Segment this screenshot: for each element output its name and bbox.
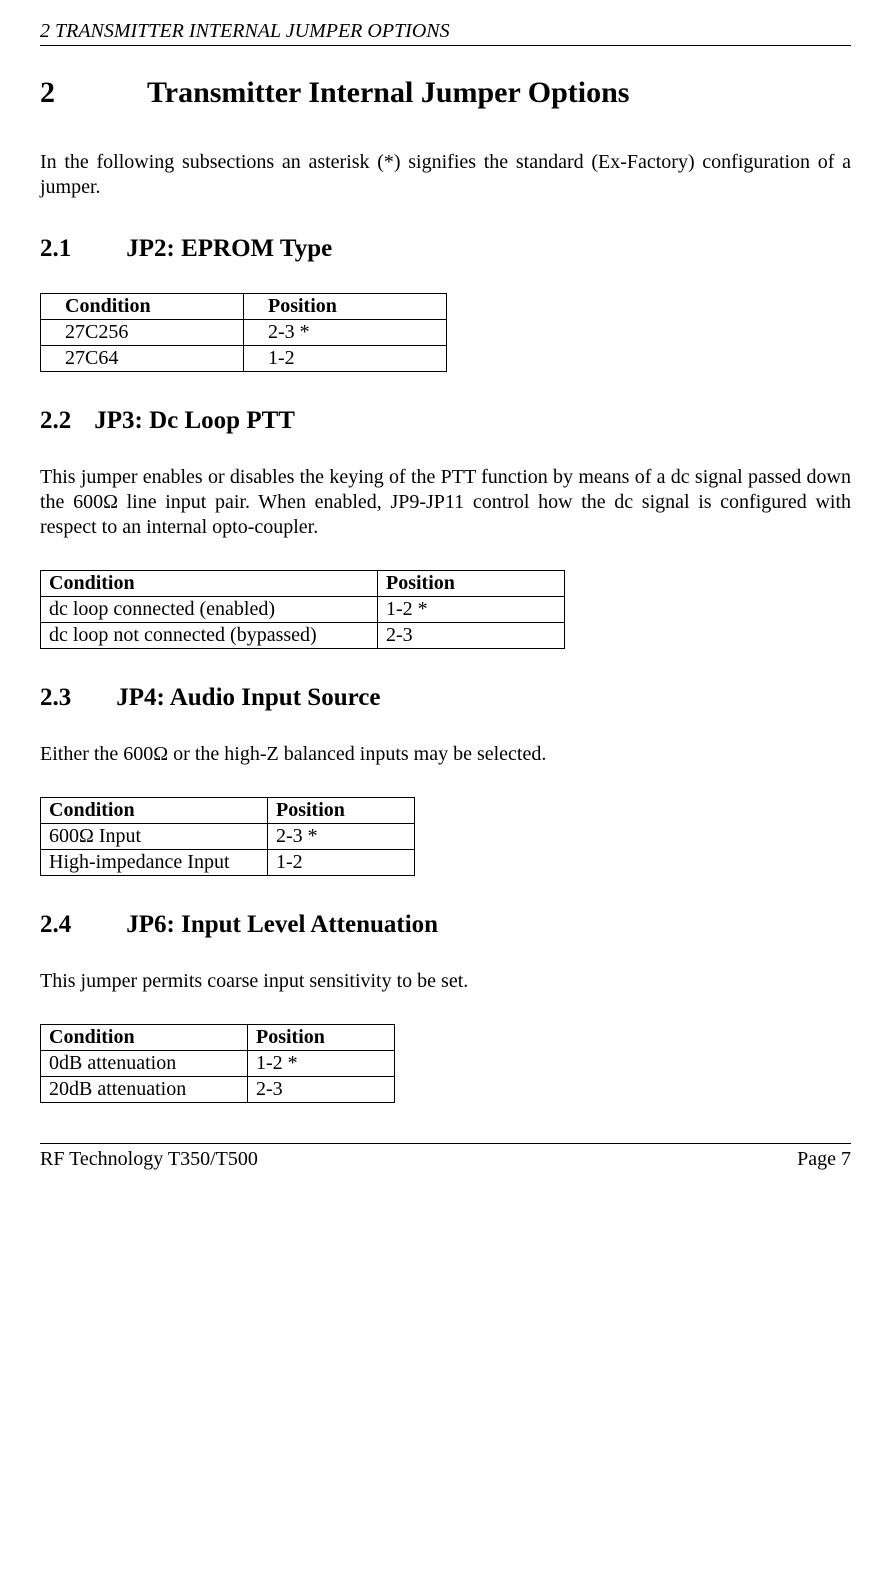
table-cell: 0dB attenuation <box>41 1051 248 1077</box>
table-cell: 600Ω Input <box>41 824 268 850</box>
table-header-position: Position <box>244 294 447 320</box>
page-footer: RF Technology T350/T500 Page 7 <box>40 1143 851 1171</box>
table-jp6: Condition Position 0dB attenuation 1-2 *… <box>40 1024 395 1103</box>
table-row: dc loop connected (enabled) 1-2 * <box>41 597 565 623</box>
table-cell: dc loop connected (enabled) <box>41 597 378 623</box>
table-header-position: Position <box>378 571 565 597</box>
table-header-row: Condition Position <box>41 571 565 597</box>
subsection-heading-text: JP2: EPROM Type <box>126 235 332 262</box>
subsection-2-3-body: Either the 600Ω or the high-Z balanced i… <box>40 742 851 767</box>
table-header-condition: Condition <box>41 1025 248 1051</box>
table-jp2: Condition Position 27C256 2-3 * 27C64 1-… <box>40 293 447 372</box>
section-title: 2 Transmitter Internal Jumper Options <box>40 76 851 110</box>
table-cell: 1-2 <box>268 850 415 876</box>
subsection-number: 2.1 <box>40 235 120 263</box>
table-cell: High-impedance Input <box>41 850 268 876</box>
table-cell: 2-3 <box>248 1077 395 1103</box>
table-header-row: Condition Position <box>41 1025 395 1051</box>
section-number: 2 <box>40 76 140 110</box>
table-row: dc loop not connected (bypassed) 2-3 <box>41 623 565 649</box>
table-row: 20dB attenuation 2-3 <box>41 1077 395 1103</box>
table-cell: 20dB attenuation <box>41 1077 248 1103</box>
subsection-2-2: 2.2 JP3: Dc Loop PTT <box>40 407 851 435</box>
table-row: High-impedance Input 1-2 <box>41 850 415 876</box>
table-cell: dc loop not connected (bypassed) <box>41 623 378 649</box>
subsection-number: 2.2 <box>40 407 88 435</box>
section-intro: In the following subsections an asterisk… <box>40 150 851 200</box>
table-cell: 27C64 <box>41 346 244 372</box>
table-row: 0dB attenuation 1-2 * <box>41 1051 395 1077</box>
table-row: 27C256 2-3 * <box>41 320 447 346</box>
table-cell: 2-3 * <box>244 320 447 346</box>
table-cell: 1-2 <box>244 346 447 372</box>
subsection-number: 2.4 <box>40 911 120 939</box>
subsection-heading-text: JP4: Audio Input Source <box>116 684 380 711</box>
table-header-condition: Condition <box>41 798 268 824</box>
subsection-heading-text: JP3: Dc Loop PTT <box>94 407 295 434</box>
subsection-2-2-body: This jumper enables or disables the keyi… <box>40 465 851 540</box>
table-header-row: Condition Position <box>41 798 415 824</box>
footer-right: Page 7 <box>797 1148 851 1171</box>
table-cell: 1-2 * <box>378 597 565 623</box>
table-row: 27C64 1-2 <box>41 346 447 372</box>
table-jp4: Condition Position 600Ω Input 2-3 * High… <box>40 797 415 876</box>
section-heading-text: Transmitter Internal Jumper Options <box>147 76 630 109</box>
page: 2 TRANSMITTER INTERNAL JUMPER OPTIONS 2 … <box>0 0 891 1191</box>
table-header-position: Position <box>268 798 415 824</box>
table-cell: 1-2 * <box>248 1051 395 1077</box>
subsection-number: 2.3 <box>40 684 110 712</box>
table-header-position: Position <box>248 1025 395 1051</box>
subsection-heading-text: JP6: Input Level Attenuation <box>126 911 438 938</box>
table-header-condition: Condition <box>41 571 378 597</box>
subsection-2-1: 2.1 JP2: EPROM Type <box>40 235 851 263</box>
table-jp3: Condition Position dc loop connected (en… <box>40 570 565 649</box>
subsection-2-4: 2.4 JP6: Input Level Attenuation <box>40 911 851 939</box>
running-head: 2 TRANSMITTER INTERNAL JUMPER OPTIONS <box>40 20 851 46</box>
subsection-2-3: 2.3 JP4: Audio Input Source <box>40 684 851 712</box>
table-cell: 2-3 * <box>268 824 415 850</box>
table-header-condition: Condition <box>41 294 244 320</box>
table-header-row: Condition Position <box>41 294 447 320</box>
table-cell: 2-3 <box>378 623 565 649</box>
subsection-2-4-body: This jumper permits coarse input sensiti… <box>40 969 851 994</box>
table-cell: 27C256 <box>41 320 244 346</box>
table-row: 600Ω Input 2-3 * <box>41 824 415 850</box>
footer-left: RF Technology T350/T500 <box>40 1148 258 1171</box>
